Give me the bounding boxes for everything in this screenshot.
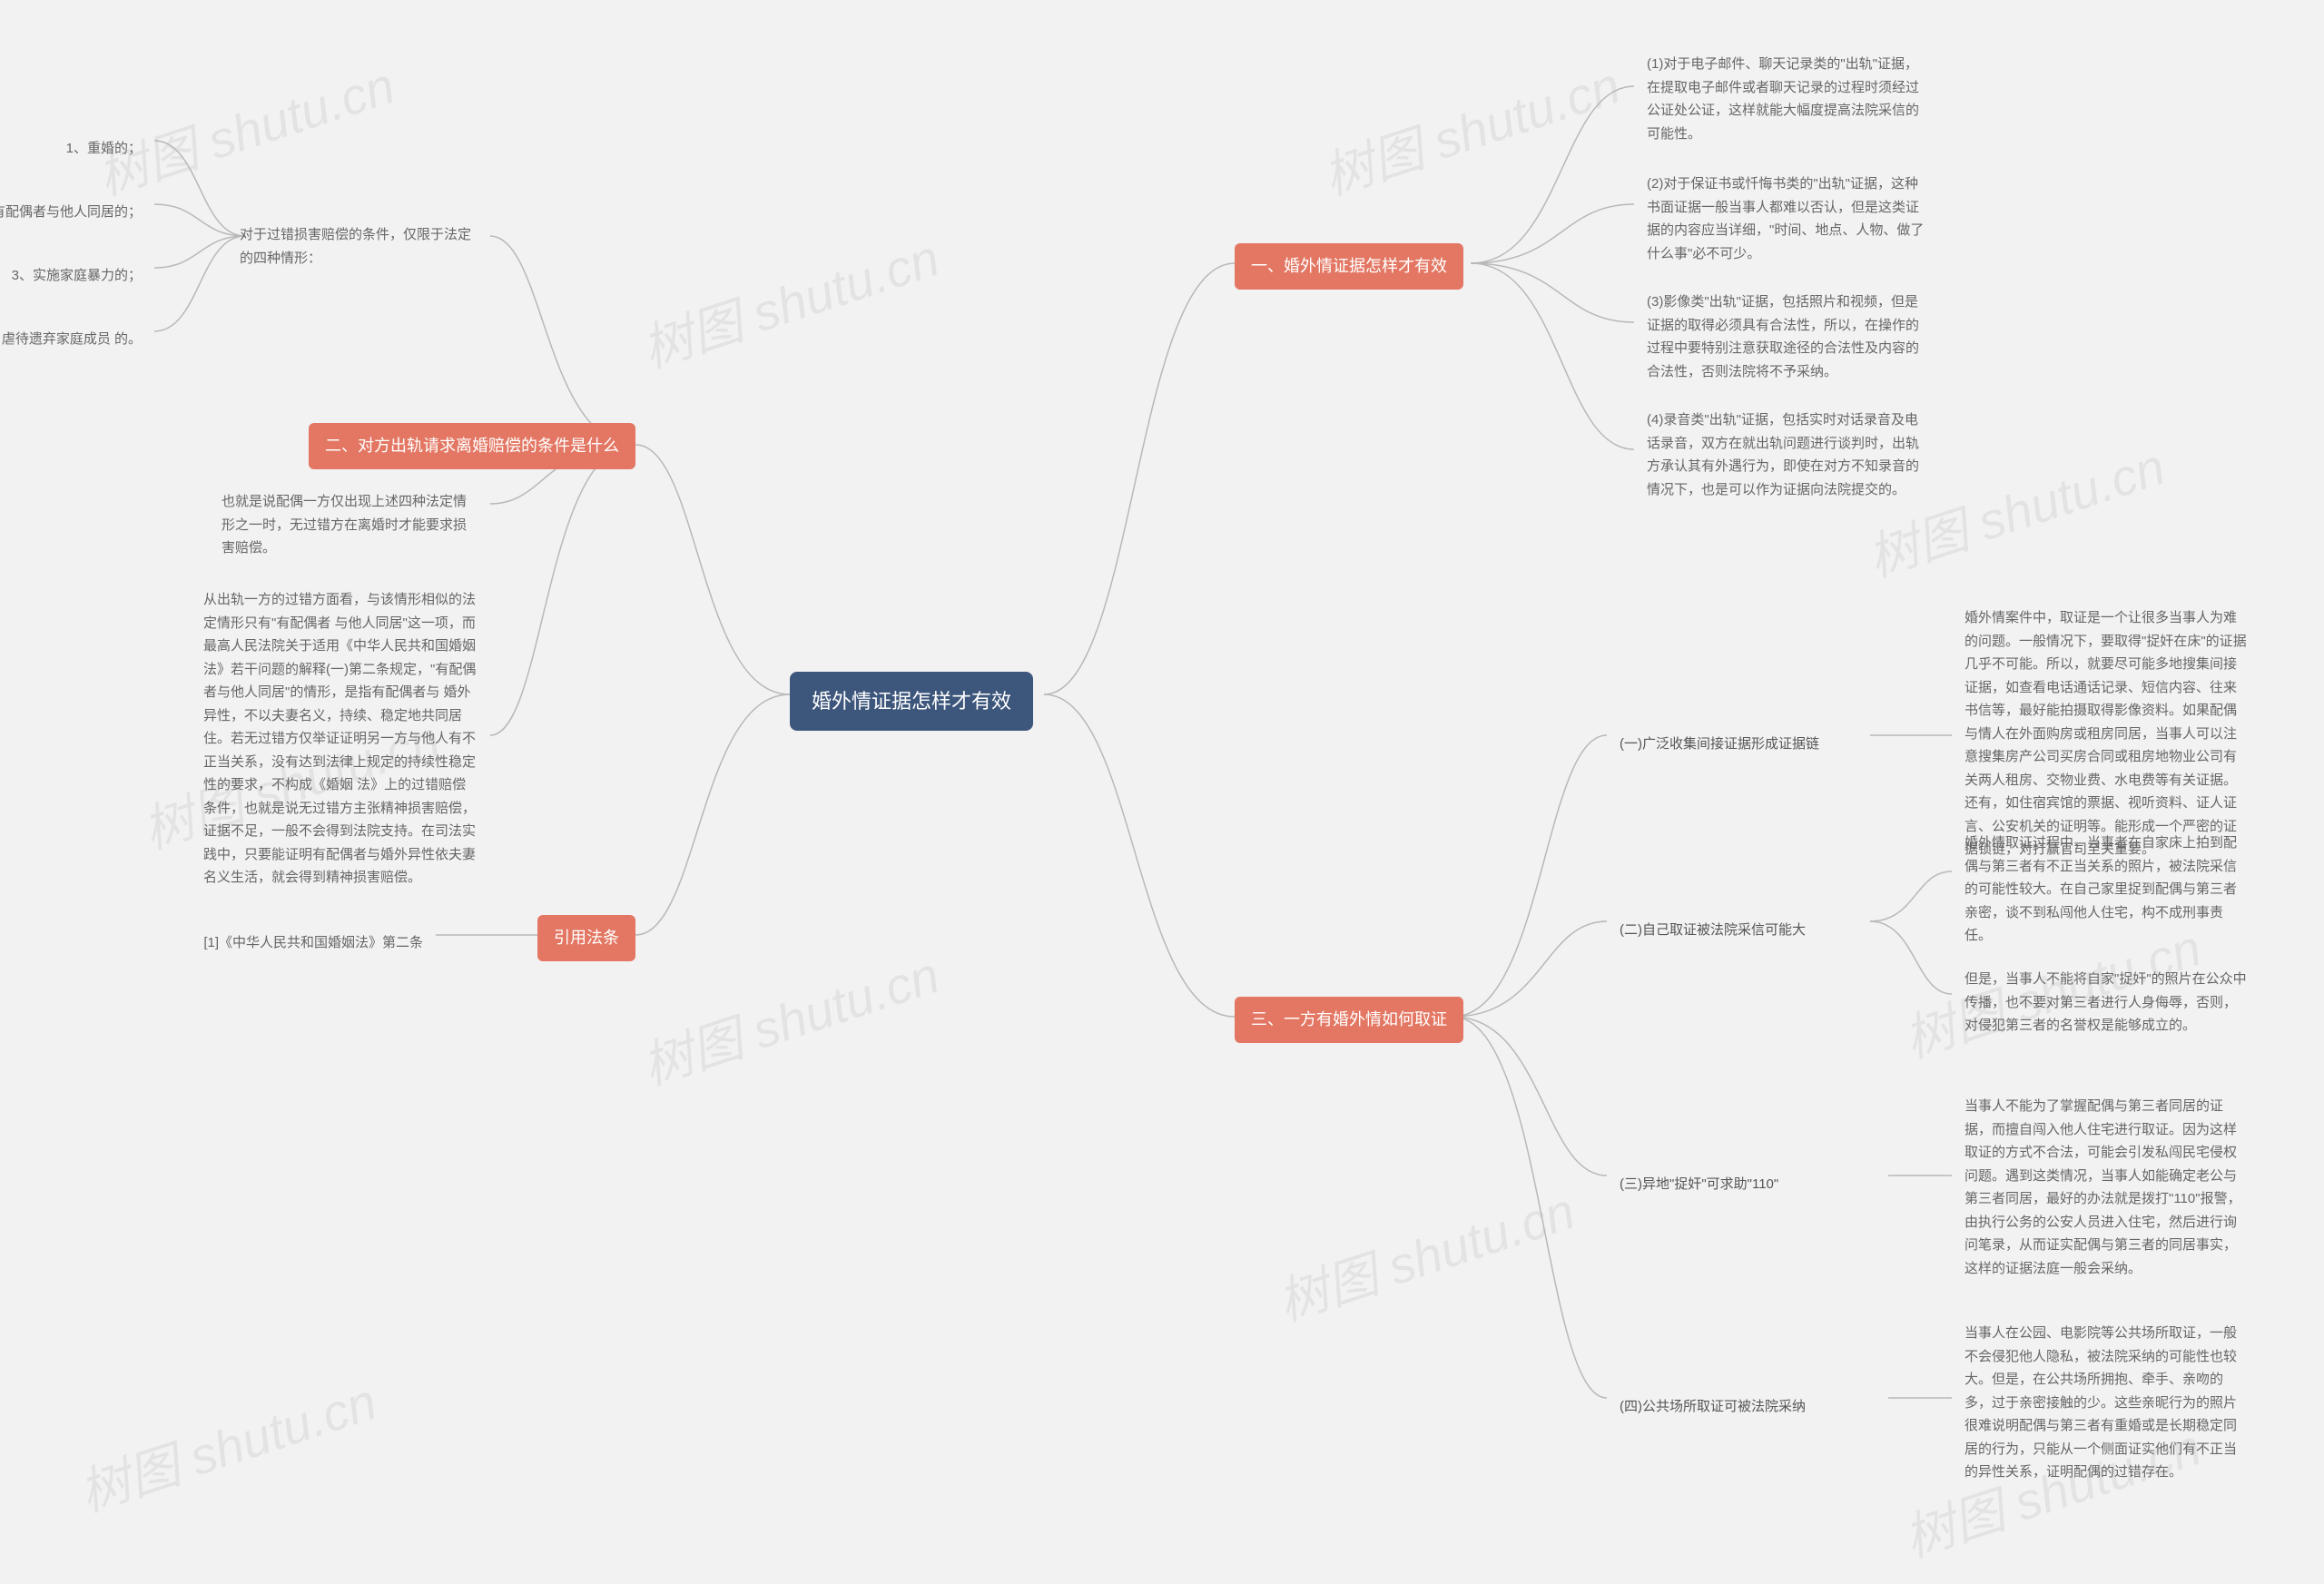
b2-p2: 从出轨一方的过错方面看，与该情形相似的法定情形只有"有配偶者 与他人同居"这一项…	[191, 581, 490, 897]
b1-item-2: (2)对于保证书或忏悔书类的"出轨"证据，这种书面证据一般当事人都难以否认，但是…	[1634, 165, 1943, 272]
b1-item-4: (4)录音类"出轨"证据，包括实时对话录音及电话录音，双方在就出轨问题进行谈判时…	[1634, 401, 1943, 508]
watermark: 树图 shutu.cn	[69, 1362, 385, 1527]
branch-1[interactable]: 一、婚外情证据怎样才有效	[1235, 243, 1463, 290]
watermark: 树图 shutu.cn	[1313, 45, 1629, 211]
watermark: 树图 shutu.cn	[632, 935, 948, 1100]
b3-sub-3-text: 当事人不能为了掌握配偶与第三者同居的证据，而擅自闯入他人住宅进行取证。因为这样取…	[1952, 1087, 2260, 1287]
mindmap-canvas: 树图 shutu.cn 树图 shutu.cn 树图 shutu.cn 树图 s…	[0, 0, 2324, 1584]
watermark: 树图 shutu.cn	[87, 45, 403, 211]
b1-item-3: (3)影像类"出轨"证据，包括照片和视频，但是证据的取得必须具有合法性，所以，在…	[1634, 283, 1943, 390]
b2-head: 对于过错损害赔偿的条件，仅限于法定的四种情形：	[227, 216, 490, 277]
branch-4[interactable]: 引用法条	[537, 915, 635, 961]
watermark: 树图 shutu.cn	[1267, 1171, 1583, 1336]
b3-sub-4-text: 当事人在公园、电影院等公共场所取证，一般不会侵犯他人隐私，被法院采纳的可能性也较…	[1952, 1314, 2260, 1491]
b1-item-1: (1)对于电子邮件、聊天记录类的"出轨"证据，在提取电子邮件或者聊天记录的过程时…	[1634, 45, 1943, 152]
b2-p1: 也就是说配偶一方仅出现上述四种法定情形之一时，无过错方在离婚时才能要求损害赔偿。	[209, 483, 490, 567]
b4-text: [1]《中华人民共和国婚姻法》第二条	[191, 924, 436, 962]
branch-3[interactable]: 三、一方有婚外情如何取证	[1235, 997, 1463, 1043]
b2-cond-3: 3、实施家庭暴力的；	[0, 257, 154, 295]
b2-cond-1: 1、重婚的；	[54, 130, 154, 168]
b3-sub-2-text1: 婚外情取证过程中，当事者在自家床上拍到配偶与第三者有不正当关系的照片，被法院采信…	[1952, 824, 2260, 955]
b3-sub-1-title: (一)广泛收集间接证据形成证据链	[1607, 726, 1832, 762]
b2-cond-4: 4、虐待遗弃家庭成员 的。	[0, 320, 154, 359]
root-node[interactable]: 婚外情证据怎样才有效	[790, 672, 1033, 731]
b3-sub-4-title: (四)公共场所取证可被法院采纳	[1607, 1389, 1818, 1425]
b3-sub-2-text2: 但是，当事人不能将自家"捉奸"的照片在公众中传播，也不要对第三者进行人身侮辱，否…	[1952, 960, 2260, 1045]
b2-cond-2: 2、有配偶者与他人同居的；	[0, 193, 154, 231]
branch-2[interactable]: 二、对方出轨请求离婚赔偿的条件是什么	[309, 423, 635, 469]
b3-sub-2-title: (二)自己取证被法院采信可能大	[1607, 912, 1818, 949]
watermark: 树图 shutu.cn	[632, 218, 948, 383]
b3-sub-3-title: (三)异地"捉奸"可求助"110"	[1607, 1166, 1791, 1203]
